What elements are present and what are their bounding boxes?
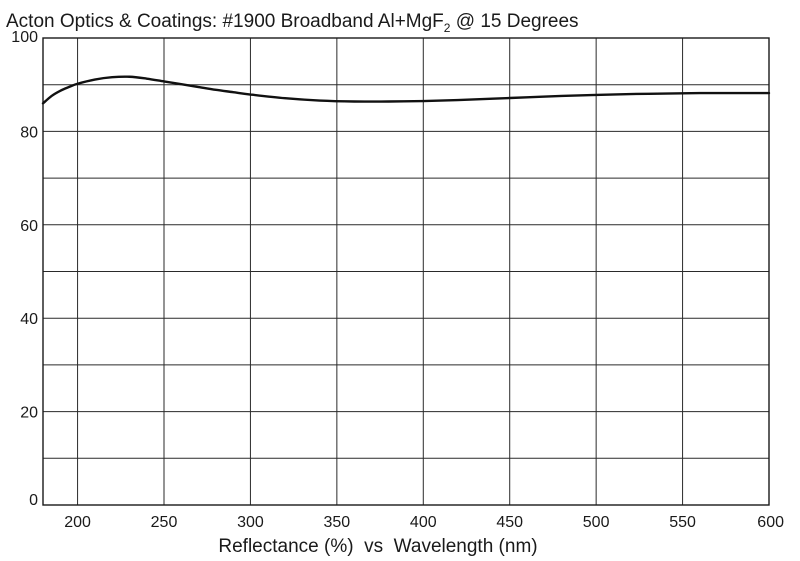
plot-frame: [42, 37, 770, 506]
series-group: [41, 75, 771, 105]
x-tick-label: 350: [324, 514, 351, 531]
chart-title: Acton Optics & Coatings: #1900 Broadband…: [6, 11, 579, 35]
x-tick-label: 550: [669, 514, 696, 531]
x-tick-label: 250: [151, 514, 178, 531]
y-tick-labels: 0 20 40 60 80 100: [11, 29, 38, 509]
y-tick-label: 40: [20, 311, 38, 328]
y-tick-label: 60: [20, 218, 38, 235]
chart-title-tail: @ 15 Degrees: [450, 11, 578, 32]
y-tick-label: 0: [29, 492, 38, 509]
x-tick-label: 500: [583, 514, 610, 531]
x-axis-label: Reflectance (%) vs Wavelength (nm): [218, 536, 537, 557]
x-tick-label: 200: [64, 514, 91, 531]
gridlines: [43, 37, 770, 506]
x-tick-label: 600: [757, 514, 784, 531]
x-tick-label: 400: [410, 514, 437, 531]
reflectance-series-line: [41, 75, 771, 105]
y-tick-label: 80: [20, 124, 38, 141]
x-tick-labels: 200 250 300 350 400 450 500 550 600: [64, 514, 784, 531]
chart-title-subscript: 2: [444, 21, 451, 35]
y-tick-label: 20: [20, 405, 38, 422]
x-tick-label: 300: [237, 514, 264, 531]
y-tick-label: 100: [11, 29, 38, 46]
x-tick-label: 450: [496, 514, 523, 531]
